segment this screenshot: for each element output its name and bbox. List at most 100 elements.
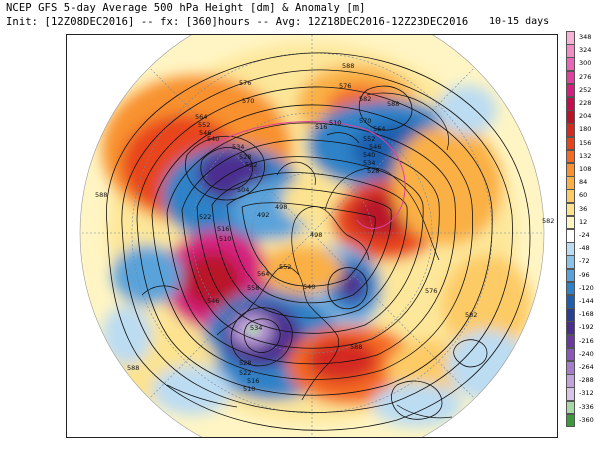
colorbar-swatch [566, 229, 575, 243]
colorbar-label: 108 [579, 165, 591, 173]
colorbar-label: 12 [579, 218, 587, 226]
colorbar-label: 36 [579, 205, 587, 213]
colorbar-swatch [566, 31, 575, 45]
colorbar-label: 300 [579, 59, 591, 67]
contour-label: 510 [329, 119, 341, 127]
colorbar-swatch [566, 374, 575, 388]
contour-label: 528 [239, 359, 251, 367]
contour-label: 522 [239, 369, 251, 377]
contour-label: 540 [303, 283, 315, 291]
colorbar-swatch [566, 269, 575, 283]
contour-label: 516 [217, 225, 229, 233]
colorbar-label: 276 [579, 73, 591, 81]
colorbar-label: 252 [579, 86, 591, 94]
colorbar-label: 84 [579, 178, 587, 186]
colorbar-label: -120 [579, 284, 594, 292]
contour-label: 552 [363, 135, 375, 143]
contour-label: 552 [279, 263, 291, 271]
colorbar-label: 228 [579, 99, 591, 107]
colorbar-swatch [566, 123, 575, 137]
contour-label: 546 [207, 297, 219, 305]
contour-label: 582 [542, 217, 554, 225]
colorbar-swatch [566, 97, 575, 111]
contour-label: 534 [232, 143, 244, 151]
colorbar-label: -24 [579, 231, 590, 239]
colorbar-swatch [566, 361, 575, 375]
colorbar-swatch [566, 295, 575, 309]
colorbar-swatch [566, 71, 575, 85]
contour-label: 510 [243, 385, 255, 393]
colorbar-swatch [566, 57, 575, 71]
colorbar-label: -288 [579, 376, 594, 384]
contour-label: 564 [257, 270, 269, 278]
contour-label: 588 [387, 100, 399, 108]
colorbar-swatch [566, 255, 575, 269]
contour-label: 516 [247, 377, 259, 385]
colorbar-swatch [566, 189, 575, 203]
colorbar-swatch [566, 348, 575, 362]
chart-title: NCEP GFS 5-day Average 500 hPa Height [d… [6, 2, 366, 14]
contour-label: 534 [250, 324, 262, 332]
colorbar-label: 60 [579, 191, 587, 199]
contour-label: 534 [363, 159, 375, 167]
contour-label: 582 [465, 311, 477, 319]
contour-label: 576 [425, 287, 437, 295]
contour-label: 504 [237, 186, 249, 194]
contour-label: 564 [195, 113, 207, 121]
contour-label: 498 [310, 231, 322, 239]
colorbar-swatch [566, 176, 575, 190]
colorbar-label: -336 [579, 403, 594, 411]
contour-label: 570 [242, 97, 254, 105]
forecast-range-label: 10-15 days [489, 16, 549, 27]
colorbar-swatch [566, 401, 575, 415]
contour-label: 540 [207, 135, 219, 143]
contour-label: 588 [95, 191, 107, 199]
colorbar-label: -216 [579, 337, 594, 345]
colorbar-label: -144 [579, 297, 594, 305]
colorbar-swatch [566, 203, 575, 217]
colorbar-swatch [566, 110, 575, 124]
contour-label: 558 [247, 284, 259, 292]
colorbar-swatch [566, 84, 575, 98]
colorbar-swatch [566, 335, 575, 349]
colorbar-label: -96 [579, 271, 590, 279]
contour-label: 492 [257, 211, 269, 219]
colorbar-label: 156 [579, 139, 591, 147]
colorbar-label: 180 [579, 125, 591, 133]
colorbar-swatch [566, 414, 575, 428]
polar-stereographic-map: 588 576 570 564 552 546 540 534 528 522 516 510 504 4… [66, 34, 558, 438]
contour-label: 588 [350, 343, 362, 351]
contour-label: 522 [245, 161, 257, 169]
contour-label: 582 [359, 95, 371, 103]
colorbar-label: -264 [579, 363, 594, 371]
colorbar-label: 324 [579, 46, 591, 54]
colorbar-swatch [566, 44, 575, 58]
colorbar-swatch [566, 216, 575, 230]
anomaly-colorbar: 348 324 300 276 252 228 204 180 156 132 108 84 60 36 1… [566, 31, 602, 427]
colorbar-label: -48 [579, 244, 590, 252]
contour-label: 576 [339, 82, 351, 90]
contour-label: 564 [373, 125, 385, 133]
colorbar-label: 132 [579, 152, 591, 160]
colorbar-label: 348 [579, 33, 591, 41]
contour-label: 588 [127, 364, 139, 372]
contour-label: 510 [219, 235, 231, 243]
colorbar-swatch [566, 242, 575, 256]
colorbar-swatch [566, 387, 575, 401]
colorbar-swatch [566, 282, 575, 296]
colorbar-label: -168 [579, 310, 594, 318]
contour-label: 570 [359, 117, 371, 125]
colorbar-label: -72 [579, 257, 590, 265]
colorbar-swatch [566, 308, 575, 322]
contour-label: 576 [239, 79, 251, 87]
contour-label: 498 [275, 203, 287, 211]
colorbar-label: -192 [579, 323, 594, 331]
colorbar-swatch [566, 137, 575, 151]
colorbar-label: -312 [579, 389, 594, 397]
contour-label: 552 [198, 121, 210, 129]
contour-label: 528 [239, 153, 251, 161]
colorbar-swatch [566, 150, 575, 164]
colorbar-swatch [566, 321, 575, 335]
chart-subtitle: Init: [12Z08DEC2016] -- fx: [360]hours -… [6, 16, 468, 28]
colorbar-label: -240 [579, 350, 594, 358]
